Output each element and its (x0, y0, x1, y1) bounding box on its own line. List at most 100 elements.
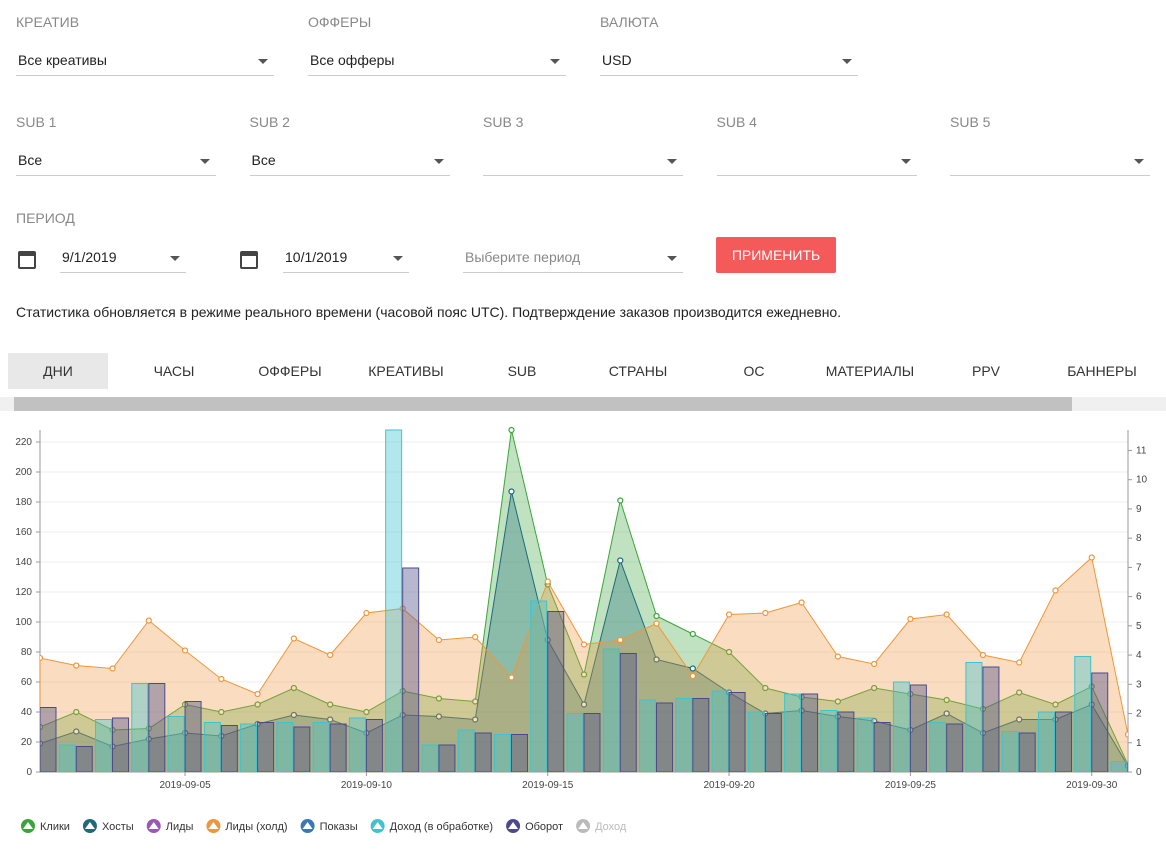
legend-label[interactable]: Доход (в обработке) (390, 821, 493, 833)
legend-label[interactable]: Оборот (525, 821, 563, 833)
legend-label[interactable]: Клики (40, 821, 70, 833)
filter-label: SUB 2 (249, 114, 290, 130)
dropdown-arrow[interactable] (258, 59, 268, 64)
point (871, 684, 878, 692)
dropdown-arrow[interactable] (550, 59, 560, 64)
tab[interactable]: БАННЕРЫ (1067, 363, 1137, 379)
x-tick-label: 2019-09-25 (885, 780, 937, 791)
filter-label: ВАЛЮТА (600, 14, 659, 30)
bar (747, 711, 765, 772)
dropdown-arrow[interactable] (900, 159, 911, 164)
calendar-icon[interactable] (18, 251, 36, 269)
point (40, 740, 44, 747)
y2-tick-label: 7 (1136, 562, 1142, 573)
legend-label[interactable]: Лиды (холд) (225, 821, 287, 833)
point (472, 633, 479, 641)
y2-tick-label: 10 (1136, 475, 1148, 486)
dropdown-arrow[interactable] (170, 256, 180, 261)
scrollbar-thumb[interactable] (14, 397, 1072, 411)
dropdown-arrow[interactable] (393, 256, 403, 261)
bar (965, 662, 983, 772)
bar (764, 713, 782, 772)
tab[interactable]: ЧАСЫ (153, 363, 195, 379)
dropdown-arrow[interactable] (200, 159, 210, 164)
bar (240, 723, 258, 772)
point (725, 648, 733, 656)
apply-button[interactable]: ПРИМЕНИТЬ (716, 237, 836, 273)
tab[interactable]: СТРАНЫ (608, 363, 668, 379)
tab[interactable]: ОФФЕРЫ (258, 363, 322, 379)
bar (329, 723, 347, 772)
bar (184, 701, 202, 772)
point (580, 701, 588, 708)
dropdown-value: Все офферы (310, 52, 395, 68)
tab[interactable]: МАТЕРИАЛЫ (825, 363, 915, 379)
calendar-icon[interactable] (240, 251, 258, 269)
y2-tick-label: 8 (1136, 533, 1142, 544)
dropdown-arrow[interactable] (842, 59, 852, 64)
filter-label: SUB 4 (716, 114, 757, 130)
y2-tick-label: 4 (1136, 650, 1142, 661)
point (73, 662, 80, 669)
filter-label: КРЕАТИВ (16, 14, 80, 30)
dropdown-underline (600, 75, 858, 76)
point (254, 701, 261, 708)
filter-label: ПЕРИОД (16, 210, 75, 226)
point (73, 708, 80, 716)
point (109, 665, 116, 672)
tab[interactable]: ДНИ (8, 353, 108, 389)
point (363, 708, 370, 716)
point (1016, 716, 1023, 723)
filter-label: SUB 3 (483, 114, 524, 130)
legend-label[interactable]: Лиды (166, 821, 194, 833)
point (725, 611, 733, 618)
point (653, 612, 660, 620)
tab[interactable]: ОС (743, 363, 765, 379)
point (580, 671, 588, 678)
bar (801, 693, 819, 772)
point (435, 636, 443, 644)
y-tick-label: 100 (15, 617, 32, 628)
point (834, 698, 841, 705)
tab[interactable]: КРЕАТИВЫ (368, 363, 444, 379)
bar (1037, 711, 1055, 772)
y-tick-label: 180 (15, 497, 32, 508)
point (1088, 554, 1095, 561)
legend-label[interactable]: Доход (595, 821, 627, 833)
dropdown-value: Все (18, 152, 43, 168)
point (254, 690, 261, 698)
legend-label[interactable]: Хосты (102, 821, 134, 833)
bar (276, 722, 294, 772)
point (580, 641, 588, 648)
dropdown-arrow[interactable] (1134, 159, 1144, 164)
bar (312, 722, 330, 772)
bar (474, 732, 492, 772)
bar (365, 719, 383, 772)
y-tick-label: 140 (15, 557, 32, 568)
legend-glyph (578, 822, 589, 829)
tab[interactable]: SUB (507, 363, 537, 379)
point (653, 656, 660, 663)
y2-tick-label: 3 (1136, 679, 1142, 690)
point (181, 647, 189, 654)
y2-tick-label: 2 (1136, 709, 1142, 720)
dropdown-arrow[interactable] (667, 159, 677, 164)
bar (131, 683, 149, 772)
bar (457, 729, 475, 772)
tab[interactable]: PPV (971, 363, 1000, 379)
dropdown-value: Все (251, 152, 276, 168)
area (40, 556, 1128, 772)
legend-label[interactable]: Показы (320, 821, 358, 833)
x-tick-label: 2019-09-20 (703, 780, 755, 791)
point (1052, 587, 1059, 594)
y-tick-label: 60 (21, 677, 33, 688)
bar (510, 734, 528, 772)
bar (58, 744, 76, 772)
bar (837, 711, 855, 772)
bar (711, 690, 729, 772)
bar (75, 746, 93, 772)
bar (602, 648, 620, 772)
dropdown-arrow[interactable] (433, 159, 444, 164)
dropdown-arrow[interactable] (667, 256, 677, 261)
bar (293, 726, 311, 772)
